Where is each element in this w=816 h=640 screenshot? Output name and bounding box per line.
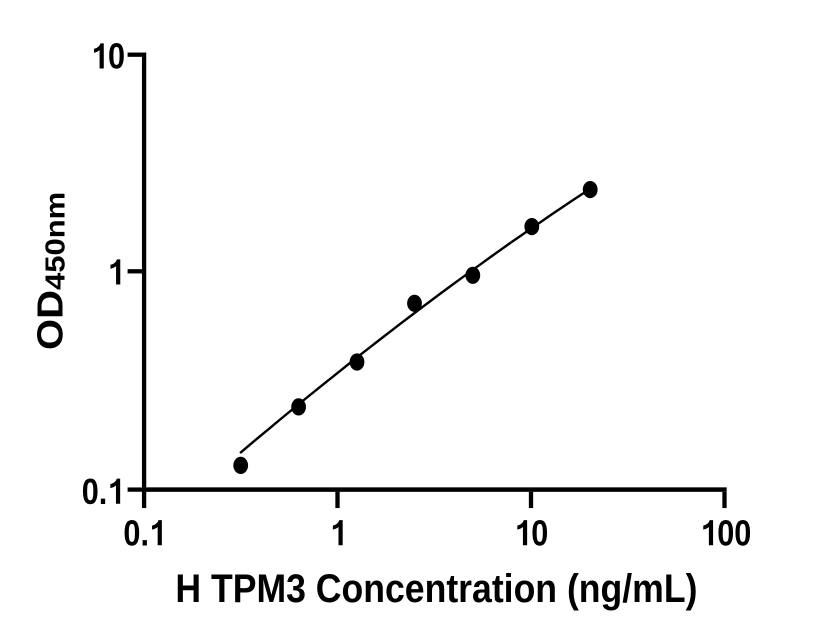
svg-text:0.: 0. [123,513,149,554]
svg-text:0: 0 [108,36,125,77]
svg-text:0.: 0. [82,471,108,512]
svg-text:00: 00 [717,513,751,554]
svg-text:OD450nm: OD450nm [30,192,71,350]
svg-text:0: 0 [531,513,548,554]
svg-text:H TPM3 Concentration (ng/mL): H TPM3 Concentration (ng/mL) [175,567,697,611]
